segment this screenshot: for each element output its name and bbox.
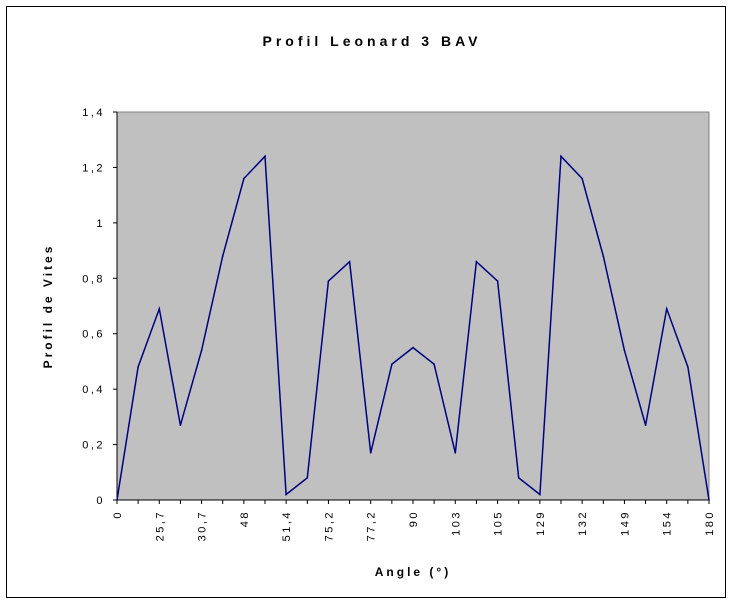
x-tick-label: 75,2: [323, 510, 335, 541]
x-tick-label: 154: [662, 510, 674, 536]
data-point: [158, 307, 161, 310]
x-tick-label: 105: [493, 510, 505, 536]
data-point: [369, 452, 372, 454]
data-point: [475, 260, 478, 263]
y-tick-label: 0,8: [82, 273, 105, 285]
data-point: [137, 366, 139, 368]
data-point: [665, 307, 668, 310]
y-axis-title: Profil de Vites: [41, 244, 55, 369]
data-point: [602, 255, 605, 257]
x-tick-label: 0: [112, 510, 124, 519]
y-tick-label: 1: [96, 218, 105, 230]
data-point: [221, 255, 224, 257]
data-point: [644, 424, 647, 426]
data-point: [116, 499, 118, 501]
data-point: [179, 424, 182, 426]
y-tick-label: 0,2: [82, 440, 105, 452]
data-point: [560, 155, 562, 158]
x-tick-label: 51,4: [281, 510, 293, 541]
x-tick-label: 77,2: [366, 510, 378, 541]
data-point: [348, 260, 351, 263]
data-point: [412, 346, 414, 349]
x-axis-title: Angle (°): [375, 565, 451, 579]
x-tick-label: 180: [704, 510, 716, 536]
x-tick-label: 90: [408, 510, 420, 527]
series-layer: [116, 154, 710, 501]
y-tick-label: 1,4: [82, 107, 105, 119]
x-tick-label: 103: [450, 510, 462, 536]
data-point: [496, 280, 499, 282]
x-tick-label: 129: [535, 510, 547, 536]
x-tick-label: 149: [619, 510, 631, 536]
x-axis: 0 25,7 30,7 48 51,4 75,2 77,2 90 103 105 129 132 149…: [112, 499, 716, 541]
y-axis: 0 0,2 0,4 0,6 0,8 1 1,2 1,4: [82, 107, 118, 507]
data-point: [708, 499, 710, 501]
y-tick-label: 0: [96, 495, 105, 507]
data-point: [200, 349, 203, 352]
data-point: [454, 452, 457, 454]
data-point: [264, 155, 266, 158]
data-point: [285, 493, 287, 496]
data-point: [391, 363, 393, 366]
y-tick-label: 1,2: [82, 162, 105, 174]
data-point: [539, 493, 541, 496]
data-point: [433, 363, 435, 366]
data-point: [517, 477, 520, 479]
y-tick-label: 0,6: [82, 329, 105, 341]
x-tick-label: 30,7: [197, 510, 209, 541]
data-point: [327, 280, 330, 282]
y-tick-label: 0,4: [82, 384, 105, 396]
x-tick-label: 25,7: [154, 510, 166, 541]
data-point: [243, 177, 245, 180]
x-tick-label: 48: [239, 510, 251, 527]
plot-area: [116, 111, 710, 501]
data-point: [623, 349, 626, 352]
x-tick-label: 132: [577, 510, 589, 536]
data-point: [687, 366, 689, 368]
data-point: [581, 177, 583, 180]
data-point: [306, 477, 309, 479]
chart-title: Profil Leonard 3 BAV: [263, 33, 482, 49]
